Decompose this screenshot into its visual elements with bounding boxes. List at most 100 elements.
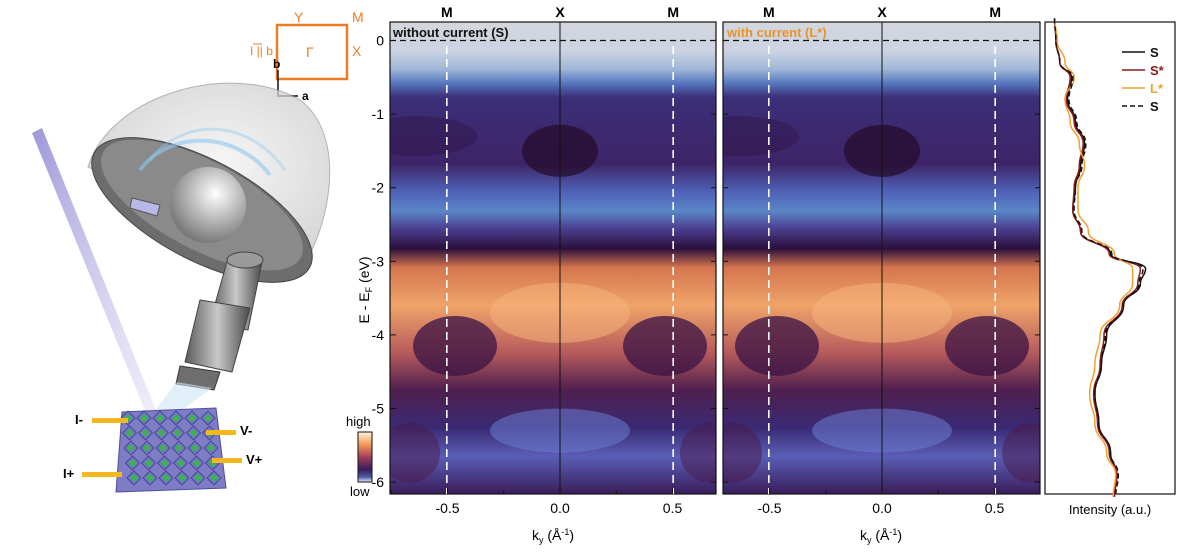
label-i-minus: I- [75,412,83,427]
colorbar-gradient [357,431,373,483]
high-symmetry-label: X [877,4,887,20]
bz-square [275,23,349,81]
atom [143,444,151,452]
edc-legend: S S* L* S [1122,45,1165,114]
bz-label-m: M [352,9,364,25]
spectral-feature [413,315,497,376]
edc-curve-l-star [1053,18,1134,497]
y-axis-title: E - EF (eV) [356,257,374,324]
contact-v-plus [212,458,242,463]
colorbar-high-label: high [346,414,371,429]
contact-i-minus [92,418,128,423]
atom [162,474,170,482]
spectral-feature [390,422,440,483]
atom [175,444,183,452]
y-tick-label: -1 [372,106,385,122]
brillouin-zone: Y M Γ X I || b b a [250,9,364,103]
x-axis: -0.5 0.0 0.5 -0.5 0.0 0.5 [390,488,1005,516]
legend-label: L* [1150,81,1164,96]
spectral-feature [623,315,707,376]
x-tick-label: -0.5 [435,500,459,516]
legend-label: S [1150,99,1159,114]
atom [193,459,200,467]
atom [190,429,197,437]
high-symmetry-label: X [555,4,565,20]
hemisphere-ball [170,167,246,243]
bz-label-x: X [352,43,362,59]
sample-crystal [115,407,227,493]
x-tick-label: -0.5 [757,500,781,516]
bz-label-y: Y [294,9,304,25]
y-tick-label: -4 [372,327,385,343]
legend-label: S* [1150,63,1165,78]
spectral-feature [390,116,477,157]
atom [145,459,152,467]
spectral-feature [1002,422,1040,483]
y-tick-label: 0 [376,33,384,49]
atom [191,444,199,452]
atom [159,444,167,452]
contact-i-plus [82,472,122,477]
high-symmetry-label: M [441,4,453,20]
atom [142,429,149,437]
x-tick-label: 0.0 [872,500,892,516]
analyzer-dome [87,82,331,420]
atom [178,474,186,482]
high-symmetry-label: M [667,4,679,20]
arpes-panel-1 [390,22,716,494]
x-tick-label: 0.5 [985,500,1005,516]
experiment-schematic: Y M Γ X I || b b a [32,9,364,493]
atom [207,444,215,452]
spectral-feature [723,116,799,157]
spectral-feature [723,422,762,483]
y-tick-label: -3 [372,253,385,269]
axis-b-label: b [273,57,280,71]
photon-beam [32,128,158,418]
y-tick-label: -2 [372,180,385,196]
panel-label-without-current: without current (S) [392,25,509,40]
contact-v-minus [206,430,236,435]
spectral-feature [735,315,819,376]
x-tick-label: 0.5 [663,500,683,516]
x-axis-title-2: ky (Å-1) [860,527,902,545]
colorbar-low-label: low [350,484,370,499]
atom [130,474,138,482]
atom [174,429,181,437]
atom [156,414,164,422]
panel-label-with-current: with current (L*) [726,25,827,40]
atom [204,414,212,422]
y-tick-label: -6 [372,474,385,490]
arpes-panel-2 [723,22,1040,494]
slit [129,197,161,217]
edc-xlabel: Intensity (a.u.) [1069,502,1151,517]
colorbar: high low [346,414,373,499]
legend-label: S [1150,45,1159,60]
atom [129,459,136,467]
high-symmetry-label: M [989,4,1001,20]
atom [194,474,202,482]
atom [127,444,135,452]
panel-frame [389,21,717,495]
atom [146,474,154,482]
spectral-feature [680,422,716,483]
atom [161,459,168,467]
atom [158,429,165,437]
x-tick-label: 0.0 [550,500,570,516]
high-symmetry-label: M [763,4,775,20]
atom [177,459,184,467]
x-axis-title-1: ky (Å-1) [532,527,574,545]
edc-panel: S S* L* S Intensity (a.u.) [1044,18,1176,517]
spectral-feature [945,315,1029,376]
current-direction-label: I || b [250,44,273,58]
edc-curve-s-star [1053,18,1142,497]
label-i-plus: I+ [63,466,75,481]
y-tick-label: -5 [372,401,385,417]
atom [188,414,196,422]
edc-curve-s-dashed [1053,18,1144,497]
electrical-contacts: I- I+ V- V+ [63,412,263,481]
axis-a-label: a [302,89,309,103]
label-v-plus: V+ [246,452,263,467]
atom [172,414,180,422]
